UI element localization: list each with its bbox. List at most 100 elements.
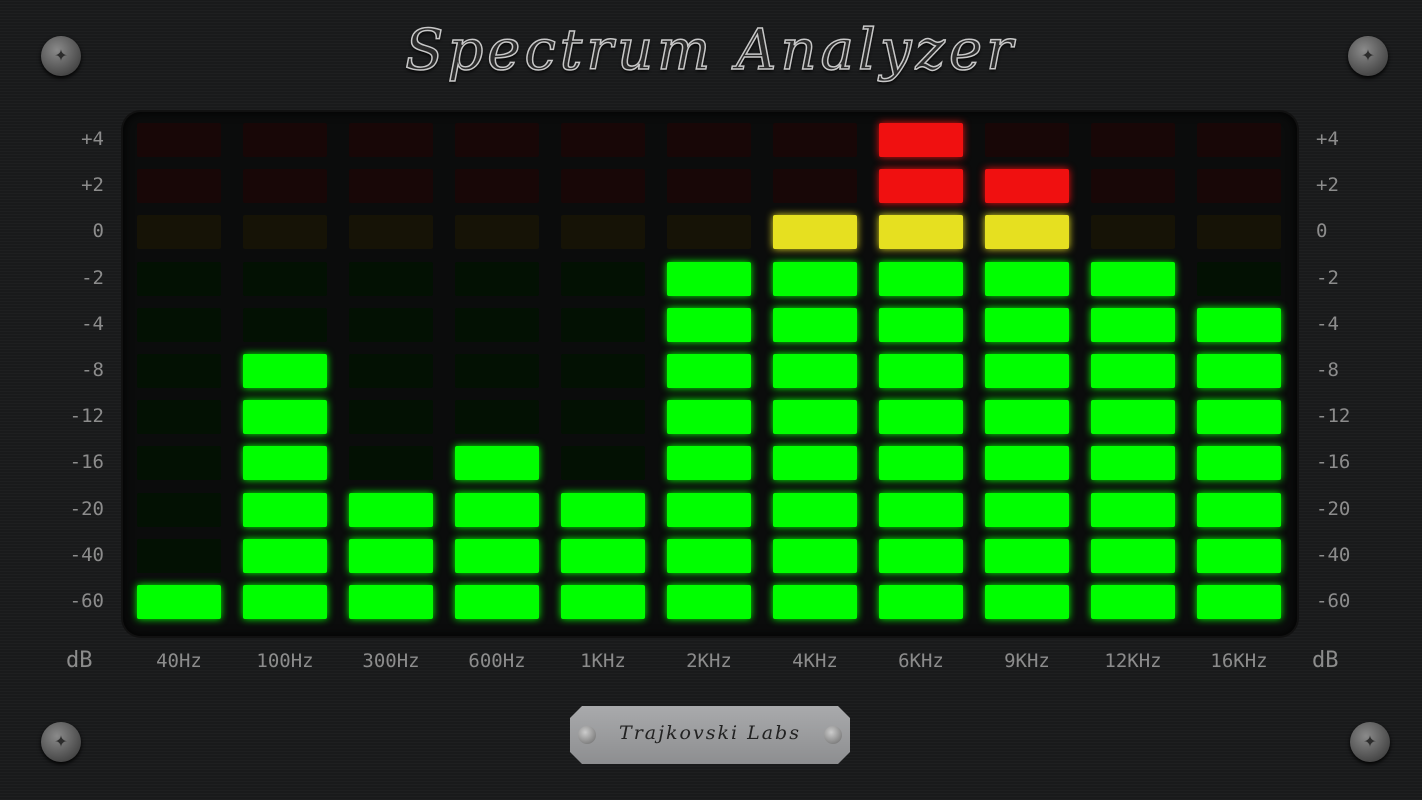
meter-segment-unlit [1091, 123, 1175, 157]
meter-segment-unlit [561, 169, 645, 204]
meter-segment-lit [879, 585, 963, 619]
meter-segment-lit [667, 307, 751, 342]
meter-segment-unlit [561, 354, 645, 388]
meter-segment-unlit [243, 215, 327, 250]
meter-segment-unlit [349, 261, 433, 296]
meter-segment-lit [561, 492, 645, 527]
meter-segment-lit [879, 169, 963, 204]
db-tick-right: +4 [1316, 128, 1339, 150]
meter-segment-lit [879, 307, 963, 342]
meter-segment-unlit [561, 307, 645, 342]
meter-segment-lit [879, 123, 963, 157]
db-tick-right: -4 [1316, 312, 1339, 335]
meter-segment-lit [773, 538, 857, 573]
db-tick-left: -2 [81, 266, 104, 289]
meter-segment-unlit [137, 169, 221, 204]
meter-segment-lit [985, 307, 1069, 342]
meter-segment-unlit [349, 169, 433, 204]
meter-segment-unlit [561, 261, 645, 296]
meter-segment-lit [455, 538, 539, 573]
meter-segment-unlit [455, 215, 539, 250]
meter-segment-lit [1197, 446, 1281, 481]
meter-segment-lit [985, 261, 1069, 296]
meter-segment-lit [773, 215, 857, 250]
meter-segment-lit [1091, 261, 1175, 296]
band-label: 6KHz [898, 650, 944, 672]
meter-segment-lit [773, 400, 857, 435]
db-tick-right: -40 [1316, 543, 1351, 566]
db-tick-right: -20 [1316, 497, 1351, 520]
meter-segment-unlit [1197, 261, 1281, 296]
meter-display [123, 112, 1297, 636]
band-label: 100Hz [256, 650, 314, 672]
meter-segment-lit [985, 354, 1069, 388]
meter-segment-lit [667, 538, 751, 573]
db-tick-left: +2 [81, 174, 104, 197]
meter-segment-lit [985, 585, 1069, 619]
meter-segment-unlit [561, 400, 645, 435]
meter-segment-unlit [455, 169, 539, 204]
meter-segment-lit [1197, 585, 1281, 619]
meter-segment-unlit [349, 400, 433, 435]
screw-icon [41, 722, 81, 762]
meter-segment-unlit [1197, 215, 1281, 250]
band-label: 4KHz [792, 650, 838, 672]
meter-segment-unlit [137, 354, 221, 388]
meter-segment-lit [773, 585, 857, 619]
meter-segment-lit [1091, 585, 1175, 619]
meter-segment-lit [879, 400, 963, 435]
meter-segment-unlit [137, 446, 221, 481]
meter-segment-lit [879, 446, 963, 481]
meter-segment-lit [455, 446, 539, 481]
meter-segment-unlit [667, 123, 751, 157]
db-tick-right: -2 [1316, 266, 1339, 289]
meter-segment-unlit [1091, 169, 1175, 204]
band-label: 12KHz [1104, 650, 1162, 672]
db-tick-left: -16 [69, 451, 104, 474]
unit-label-right: dB [1312, 648, 1339, 673]
meter-segment-unlit [985, 123, 1069, 157]
meter-segment-lit [243, 400, 327, 435]
brand-nameplate: Trajkovski Labs [570, 706, 850, 764]
db-tick-left: -40 [69, 543, 104, 566]
meter-segment-lit [1197, 492, 1281, 527]
band-label: 600Hz [468, 650, 526, 672]
meter-segment-lit [879, 215, 963, 250]
meter-segment-lit [773, 307, 857, 342]
db-tick-left: 0 [92, 220, 104, 243]
meter-segment-unlit [667, 215, 751, 250]
meter-segment-unlit [243, 169, 327, 204]
meter-segment-lit [349, 538, 433, 573]
db-tick-right: 0 [1316, 220, 1328, 243]
meter-segment-lit [667, 261, 751, 296]
screw-icon [578, 726, 596, 744]
meter-segment-unlit [137, 123, 221, 157]
meter-segment-lit [561, 585, 645, 619]
band-label: 2KHz [686, 650, 732, 672]
meter-segment-unlit [1197, 169, 1281, 204]
meter-segment-unlit [455, 400, 539, 435]
meter-segment-unlit [349, 123, 433, 157]
meter-segment-lit [1091, 354, 1175, 388]
meter-segment-lit [879, 492, 963, 527]
meter-segment-unlit [561, 446, 645, 481]
band-label: 300Hz [362, 650, 420, 672]
meter-segment-unlit [667, 169, 751, 204]
db-tick-left: -20 [69, 497, 104, 520]
meter-segment-unlit [137, 400, 221, 435]
meter-segment-lit [1091, 538, 1175, 573]
screw-icon [41, 36, 81, 76]
meter-segment-lit [667, 492, 751, 527]
unit-label-left: dB [66, 648, 93, 673]
meter-segment-unlit [773, 169, 857, 204]
db-tick-right: +2 [1316, 174, 1339, 197]
band-label: 9KHz [1004, 650, 1050, 672]
db-tick-left: -4 [81, 312, 104, 335]
db-tick-right: -8 [1316, 359, 1339, 381]
meter-segment-lit [879, 538, 963, 573]
meter-segment-unlit [349, 215, 433, 250]
db-tick-right: -60 [1316, 590, 1351, 612]
db-tick-right: -16 [1316, 451, 1351, 474]
db-tick-left: -60 [69, 590, 104, 612]
screw-icon [1350, 722, 1390, 762]
